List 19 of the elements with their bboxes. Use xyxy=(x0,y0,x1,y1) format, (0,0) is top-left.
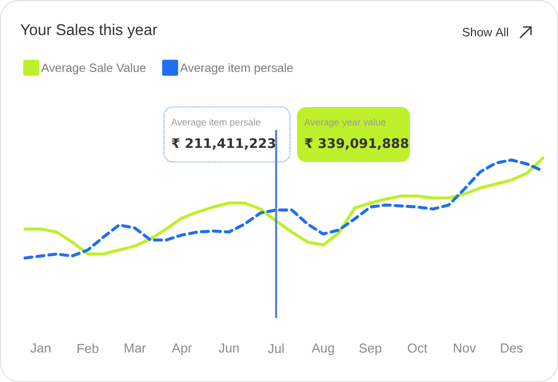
x-tick-label: Oct xyxy=(408,344,428,353)
x-tick-label: Nov xyxy=(454,344,476,353)
text: ₹ 339,091,888 xyxy=(304,138,408,150)
x-tick-label: Mar xyxy=(124,344,146,353)
x-tick-label: Apr xyxy=(172,344,192,356)
legend-label: Average item persale xyxy=(180,63,293,74)
x-tick-label: Feb xyxy=(78,344,98,354)
x-tick-label: Jun xyxy=(218,344,239,353)
text: Average year value xyxy=(304,118,386,128)
x-tick-label: Sep xyxy=(359,344,382,356)
x-tick-label: Jul xyxy=(268,344,284,354)
text: ₹ 211,411,223 xyxy=(172,138,276,150)
x-tick-label: Jan xyxy=(30,344,50,353)
text: Show All xyxy=(462,28,508,36)
text: Average item persale xyxy=(171,118,260,128)
legend-label: Average Sale Value xyxy=(41,63,146,74)
x-tick-label: Aug xyxy=(312,344,334,356)
x-tick-label: Des xyxy=(501,344,523,353)
chart-title: Your Sales this year xyxy=(20,24,158,38)
